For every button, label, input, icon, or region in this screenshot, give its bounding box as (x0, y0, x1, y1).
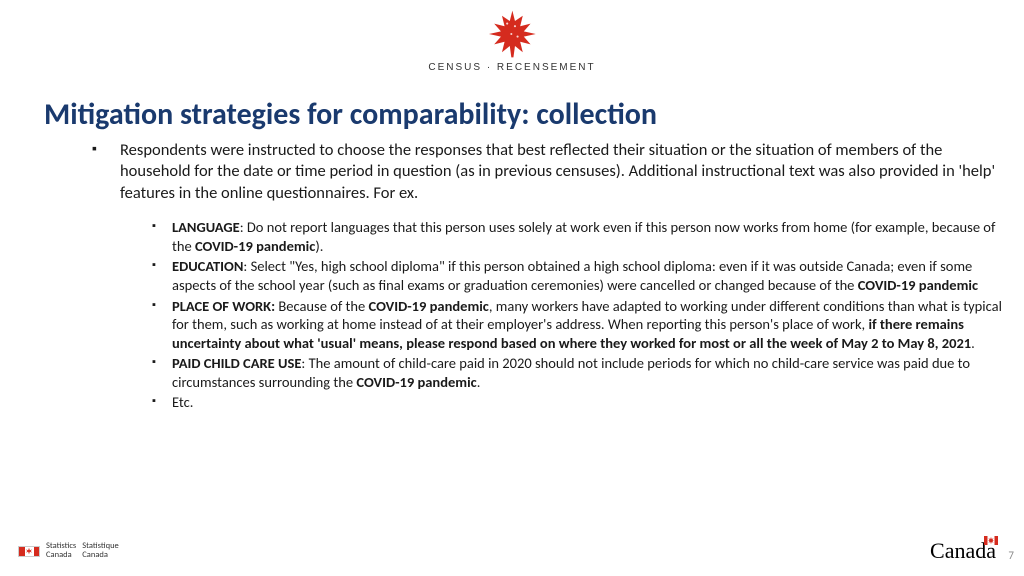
sub-bullet: Etc. (152, 393, 1004, 412)
canada-wordmark: Canada (930, 538, 996, 564)
sub-bullet-list: LANGUAGE: Do not report languages that t… (92, 218, 1004, 411)
page-number: 7 (1008, 549, 1014, 562)
logo-subtitle: CENSUS · RECENSEMENT (428, 62, 595, 73)
header-logo: CENSUS · RECENSEMENT (428, 8, 595, 73)
sub-bullet: PAID CHILD CARE USE: The amount of child… (152, 354, 1004, 391)
sub-bullet: LANGUAGE: Do not report languages that t… (152, 218, 1004, 255)
footer-text: Canada (82, 550, 108, 560)
footer-agency-en: Statistics Canada (46, 542, 76, 560)
wordmark-flag-icon (984, 536, 998, 545)
maple-leaf-icon (486, 8, 538, 60)
slide-body: Respondents were instructed to choose th… (92, 140, 1004, 414)
footer-right: Canada (930, 538, 996, 564)
slide-title: Mitigation strategies for comparability:… (44, 96, 657, 133)
sub-bullet: EDUCATION: Select "Yes, high school dipl… (152, 257, 1004, 294)
slide: CENSUS · RECENSEMENT Mitigation strategi… (0, 0, 1024, 576)
canada-flag-icon (18, 546, 40, 557)
footer-text: Canada (46, 550, 72, 560)
sub-bullet: PLACE OF WORK: Because of the COVID-19 p… (152, 297, 1004, 353)
intro-bullet: Respondents were instructed to choose th… (92, 140, 1004, 204)
footer-left: Statistics Canada Statistique Canada (18, 542, 119, 560)
footer-agency-fr: Statistique Canada (82, 542, 119, 560)
